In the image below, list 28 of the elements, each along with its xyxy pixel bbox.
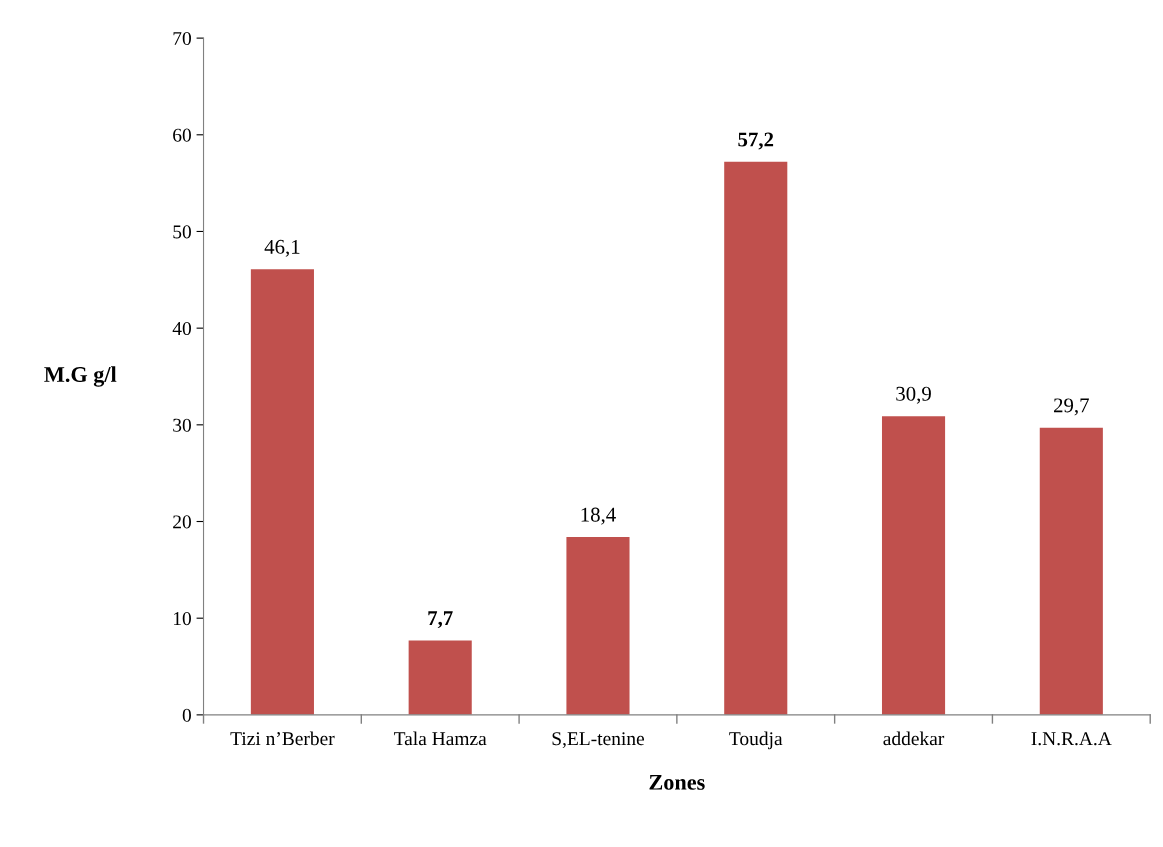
data-label: 30,9 (896, 386, 931, 404)
x-tick-label: S,EL-tenine (552, 732, 645, 749)
x-tick-label: Tala Hamza (394, 731, 487, 746)
bar (566, 536, 630, 715)
data-label: 18,4 (581, 507, 616, 525)
y-axis-title: M.G g/l (44, 366, 117, 387)
x-tick-label: Tizi n’Berber (230, 731, 335, 746)
bar (250, 269, 314, 715)
y-tick-label: 10 (173, 612, 191, 626)
y-tick-label: 60 (173, 128, 191, 142)
bar (408, 640, 472, 715)
bar (881, 416, 946, 715)
data-label: 57,2 (738, 132, 774, 150)
y-tick-label: 70 (173, 31, 191, 46)
data-label: 46,1 (264, 239, 300, 257)
y-tick-label: 30 (173, 418, 191, 432)
y-tick-label: 0 (182, 708, 191, 722)
y-tick-label: 20 (173, 515, 191, 529)
x-tick-label: Toudja (729, 731, 783, 750)
data-label: 7,7 (428, 611, 453, 629)
y-tick-label: 40 (172, 321, 191, 336)
x-axis-title: Zones (649, 775, 705, 790)
x-tick-label: I.N.R.A.A (1031, 732, 1112, 746)
y-tick-label: 50 (173, 225, 191, 239)
bar (1039, 427, 1103, 715)
data-label: 29,7 (1054, 398, 1089, 416)
x-tick-label: addekar (883, 731, 945, 746)
bar (724, 161, 788, 715)
